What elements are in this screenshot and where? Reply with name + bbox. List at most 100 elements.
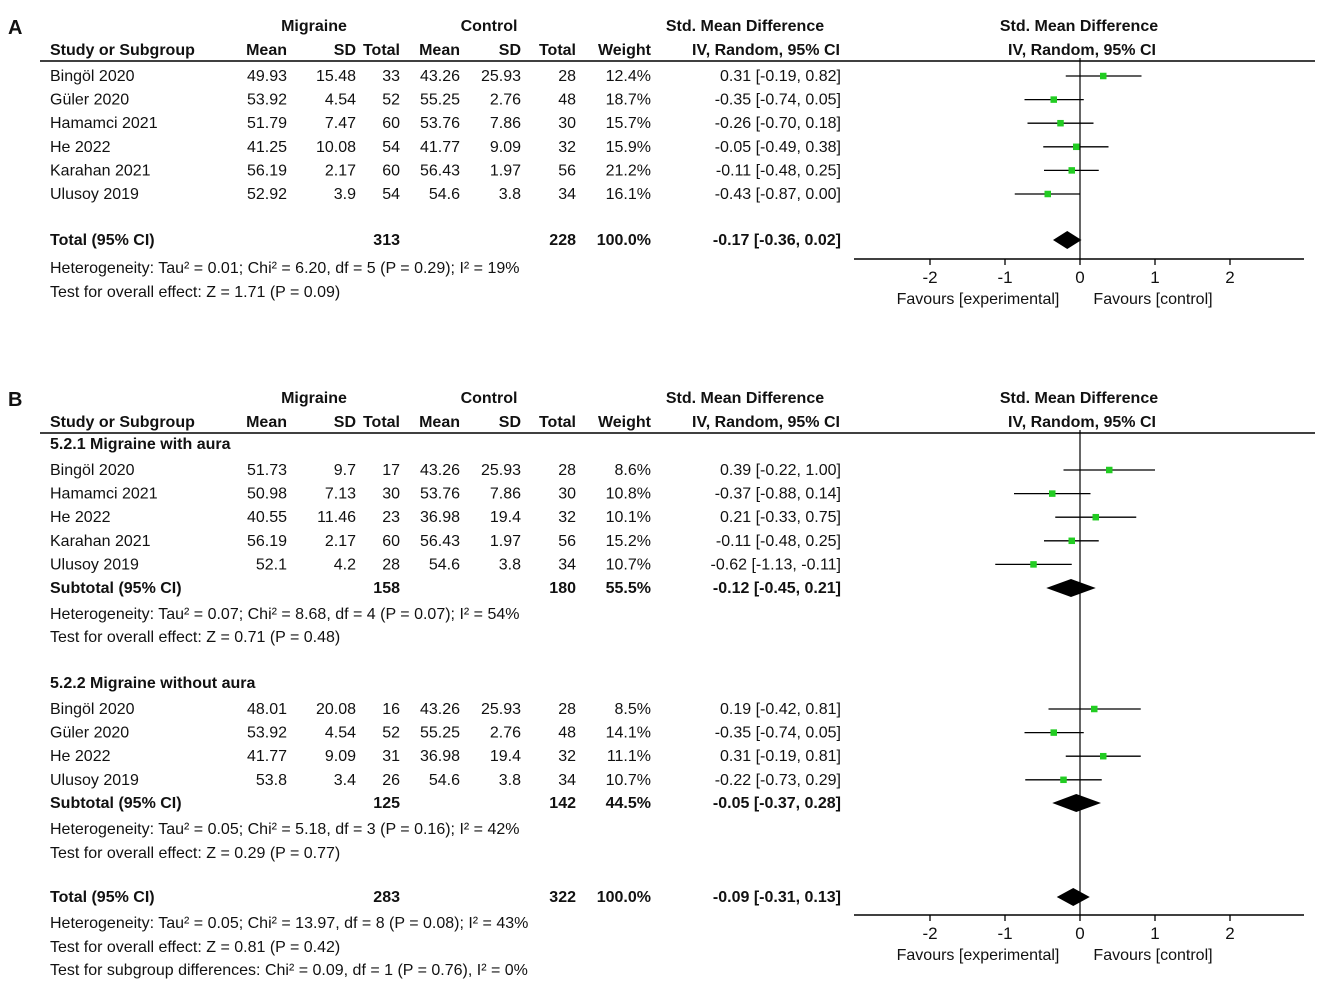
control-mean: 36.98 (420, 748, 460, 765)
control-mean: 54.6 (429, 772, 460, 789)
control-sd: 3.8 (499, 772, 521, 789)
control-mean: 53.76 (420, 486, 460, 503)
subgroup-differences-text: Test for subgroup differences: Chi² = 0.… (50, 962, 528, 979)
migraine-total: 60 (382, 533, 400, 550)
control-total: 30 (558, 486, 576, 503)
control-mean: 55.25 (420, 725, 460, 742)
study-ci: -0.35 [-0.74, 0.05] (715, 725, 841, 742)
study-weight: 15.2% (606, 533, 651, 550)
control-mean: 55.25 (420, 92, 460, 109)
x-tick-label: 0 (1075, 924, 1084, 943)
control-total: 34 (558, 556, 576, 573)
summary-ci: -0.05 [-0.37, 0.28] (713, 795, 841, 812)
effect-header-left: Std. Mean Difference (666, 18, 824, 35)
subgroup-overall-test: Test for overall effect: Z = 0.71 (P = 0… (50, 629, 340, 646)
group1-header: Migraine (281, 390, 347, 407)
effect-header-right: Std. Mean Difference (1000, 18, 1158, 35)
effect-square (1100, 752, 1107, 760)
favours-left: Favours [experimental] (897, 947, 1060, 964)
migraine-mean: 53.92 (247, 92, 287, 109)
effect-square (1073, 143, 1080, 151)
control-mean: 53.76 (420, 115, 460, 132)
control-mean: 43.26 (420, 701, 460, 718)
control-total: 30 (558, 115, 576, 132)
effect-square (1050, 729, 1057, 736)
effect-square (1068, 167, 1075, 174)
effect-square (1060, 776, 1067, 784)
study-ci: -0.11 [-0.48, 0.25] (716, 533, 841, 550)
summary-diamond (1052, 794, 1101, 812)
control-mean: 54.6 (429, 186, 460, 203)
summary-label: Total (95% CI) (50, 889, 155, 906)
migraine-total: 17 (382, 462, 400, 479)
study-name: Ulusoy 2019 (50, 556, 139, 573)
control-sd: 25.93 (481, 68, 521, 85)
control-total: 48 (558, 725, 576, 742)
control-total: 32 (558, 139, 576, 156)
x-tick-label: -1 (997, 268, 1012, 287)
study-ci: -0.43 [-0.87, 0.00] (715, 186, 841, 203)
x-tick-label: 1 (1150, 924, 1159, 943)
summary-weight: 100.0% (597, 889, 651, 906)
study-ci: 0.19 [-0.42, 0.81] (720, 701, 841, 718)
study-weight: 10.8% (606, 486, 651, 503)
control-total: 32 (558, 509, 576, 526)
migraine-total: 54 (382, 186, 400, 203)
study-ci: 0.31 [-0.19, 0.81] (720, 748, 841, 765)
panel-label: B (8, 389, 22, 411)
summary-control-total: 322 (549, 889, 576, 906)
control-mean: 54.6 (429, 556, 460, 573)
control-mean: 41.77 (420, 139, 460, 156)
migraine-total: 31 (382, 748, 400, 765)
control-sd: 19.4 (490, 509, 521, 526)
migraine-sd: 20.08 (316, 701, 356, 718)
control-sd: 2.76 (490, 725, 521, 742)
migraine-mean: 56.19 (247, 533, 287, 550)
migraine-total: 16 (382, 701, 400, 718)
summary-weight: 100.0% (597, 232, 651, 249)
study-ci: 0.39 [-0.22, 1.00] (720, 462, 841, 479)
migraine-total: 54 (382, 139, 400, 156)
study-weight: 12.4% (606, 68, 651, 85)
study-weight: 15.9% (606, 139, 651, 156)
control-sd: 1.97 (490, 533, 521, 550)
study-name: Ulusoy 2019 (50, 772, 139, 789)
x-tick-label: 2 (1225, 268, 1234, 287)
heterogeneity-text: Heterogeneity: Tau² = 0.05; Chi² = 13.97… (50, 915, 528, 932)
col-study: Study or Subgroup (50, 42, 195, 59)
col-mean: Mean (246, 42, 287, 59)
effect-header-right: Std. Mean Difference (1000, 390, 1158, 407)
study-ci: -0.35 [-0.74, 0.05] (715, 92, 841, 109)
control-sd: 3.8 (499, 186, 521, 203)
study-name: Bingöl 2020 (50, 68, 135, 85)
control-total: 56 (558, 533, 576, 550)
control-total: 28 (558, 68, 576, 85)
effect-square (1049, 490, 1056, 497)
control-sd: 1.97 (490, 162, 521, 179)
study-ci: 0.21 [-0.33, 0.75] (720, 509, 841, 526)
migraine-total: 26 (382, 772, 400, 789)
study-name: Güler 2020 (50, 92, 129, 109)
control-mean: 43.26 (420, 68, 460, 85)
study-weight: 10.1% (606, 509, 651, 526)
migraine-mean: 52.1 (256, 556, 287, 573)
migraine-sd: 3.9 (334, 186, 356, 203)
panel-a: A Migraine Control Std. Mean Difference Std.… (8, 17, 1315, 308)
control-sd: 7.86 (490, 486, 521, 503)
col-weight: Weight (598, 414, 652, 431)
x-tick-label: 0 (1075, 268, 1084, 287)
migraine-mean: 53.8 (256, 772, 287, 789)
study-ci: -0.26 [-0.70, 0.18] (715, 115, 841, 132)
control-mean: 36.98 (420, 509, 460, 526)
study-ci: -0.11 [-0.48, 0.25] (716, 162, 841, 179)
col-total: Total (539, 414, 576, 431)
study-name: He 2022 (50, 509, 111, 526)
control-mean: 56.43 (420, 533, 460, 550)
subgroup-overall-test: Test for overall effect: Z = 0.29 (P = 0… (50, 845, 340, 862)
migraine-sd: 2.17 (325, 533, 356, 550)
study-name: Karahan 2021 (50, 162, 151, 179)
migraine-total: 60 (382, 115, 400, 132)
migraine-sd: 9.7 (334, 462, 356, 479)
x-tick-label: -2 (922, 924, 937, 943)
